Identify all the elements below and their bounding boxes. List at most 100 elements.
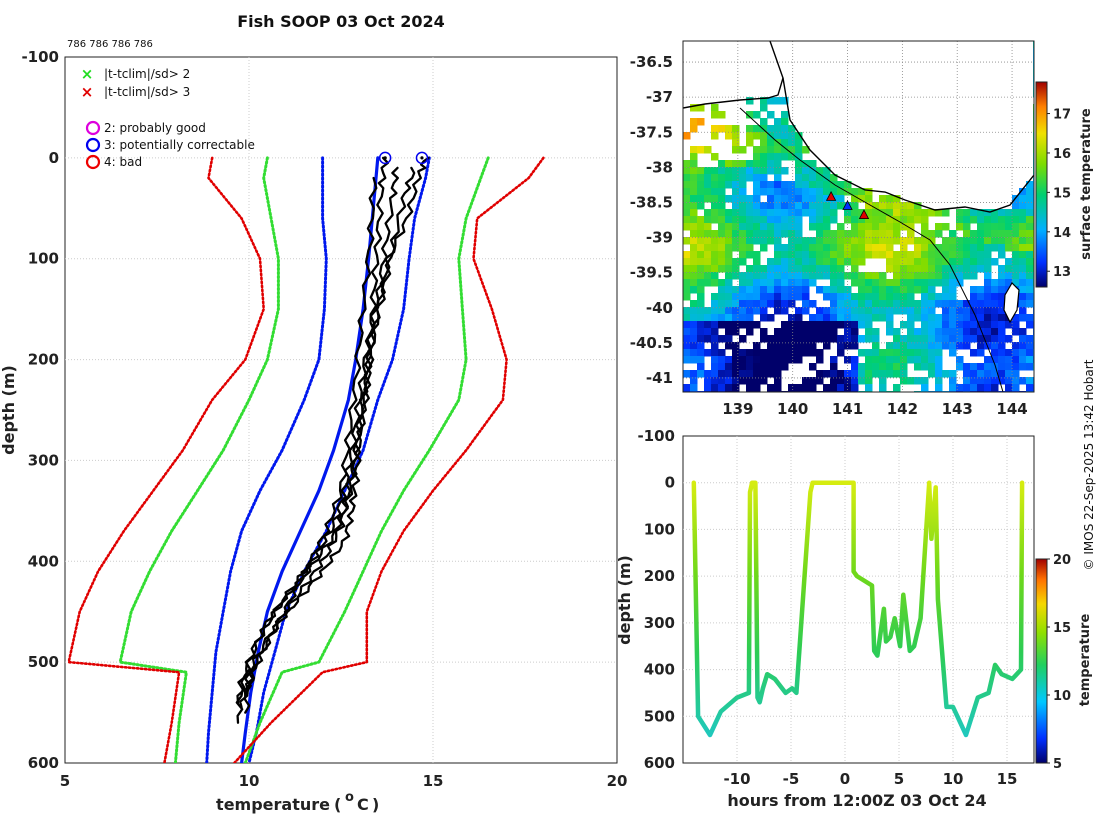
sst-cell	[753, 209, 761, 217]
profile-grid	[65, 57, 617, 763]
legend-outlier-3sd: |t-tclim|/sd> 3	[104, 85, 190, 99]
sst-cell	[760, 307, 768, 315]
sst-cell	[753, 237, 761, 245]
sst-cell	[991, 384, 999, 392]
sst-cell	[977, 251, 985, 259]
sst-cell	[984, 279, 992, 287]
sst-cell	[830, 314, 838, 322]
sst-cell	[725, 181, 733, 189]
sst-cell	[795, 356, 803, 364]
sst-cell	[977, 328, 985, 336]
map-frame	[682, 40, 1035, 393]
sst-cell	[809, 300, 817, 308]
sst-cell	[774, 307, 782, 315]
sst-cell	[739, 370, 747, 378]
sst-cell	[767, 356, 775, 364]
sst-cell	[718, 202, 726, 210]
sst-cell	[753, 370, 761, 378]
sst-cell	[781, 279, 789, 287]
sst-cell	[823, 223, 831, 231]
sst-cell	[1019, 237, 1027, 245]
sst-cell	[830, 307, 838, 315]
map-y-tick: -40.5	[630, 334, 673, 352]
sst-cell	[809, 384, 817, 392]
sst-cell	[718, 181, 726, 189]
sst-cell	[816, 202, 824, 210]
sst-cell	[886, 279, 894, 287]
sst-cell	[949, 272, 957, 280]
sst-cell	[760, 363, 768, 371]
sst-cell	[907, 293, 915, 301]
sst-cell	[1026, 279, 1034, 287]
sst-cell	[725, 230, 733, 238]
sst-cell	[760, 300, 768, 308]
sst-cell	[746, 314, 754, 322]
sst-cell	[998, 279, 1006, 287]
sst-cell	[956, 356, 964, 364]
sst-cell	[718, 314, 726, 322]
sst-cell	[788, 279, 796, 287]
sst-cell	[837, 384, 845, 392]
sst-cell	[718, 307, 726, 315]
sst-cell	[697, 363, 705, 371]
sst-cell	[963, 363, 971, 371]
sst-cell	[949, 335, 957, 343]
sst-cell	[1012, 244, 1020, 252]
sst-cell	[893, 363, 901, 371]
sst-cell	[690, 265, 698, 273]
sst-cell	[984, 265, 992, 273]
sst-cell	[893, 356, 901, 364]
sst-cell	[900, 251, 908, 259]
sst-cell	[1005, 349, 1013, 357]
sst-cell	[823, 342, 831, 350]
sst-cell	[872, 300, 880, 308]
sst-cell	[683, 272, 691, 280]
sst-cell	[949, 293, 957, 301]
sst-cell	[949, 377, 957, 385]
sst-cell	[746, 237, 754, 245]
sst-cell	[844, 237, 852, 245]
sst-cell	[725, 195, 733, 203]
sst-cell	[830, 384, 838, 392]
sst-cell	[683, 307, 691, 315]
sst-cell	[949, 258, 957, 266]
sst-cell	[809, 349, 817, 357]
sst-cell	[956, 237, 964, 245]
sst-cell	[865, 237, 873, 245]
sst-cell	[802, 377, 810, 385]
map-y-tick: -37.5	[630, 123, 673, 141]
sst-cell	[851, 363, 859, 371]
sst-cell	[949, 230, 957, 238]
sst-cell	[921, 272, 929, 280]
sst-cell	[837, 230, 845, 238]
sst-cell	[914, 209, 922, 217]
sst-cell	[907, 300, 915, 308]
sst-cell	[816, 195, 824, 203]
sst-cell	[998, 370, 1006, 378]
sst-cell	[851, 328, 859, 336]
sst-cell	[851, 279, 859, 287]
sst-cell	[998, 286, 1006, 294]
sst-cell	[865, 349, 873, 357]
sst-cell	[774, 377, 782, 385]
sst-cell	[767, 237, 775, 245]
sst-cell	[795, 195, 803, 203]
sst-cell	[914, 356, 922, 364]
sst-cell	[753, 293, 761, 301]
sst-cell	[921, 251, 929, 259]
sst-cell	[809, 237, 817, 245]
map-y-tick: -38.5	[630, 193, 673, 211]
sst-cell	[767, 286, 775, 294]
sst-cell	[739, 307, 747, 315]
section-y-tick: 0	[665, 474, 675, 492]
sst-cell	[956, 244, 964, 252]
sst-cell	[830, 272, 838, 280]
sst-cell	[1026, 202, 1034, 210]
sst-cell	[984, 272, 992, 280]
sst-cell	[1005, 244, 1013, 252]
sst-cell	[697, 167, 705, 175]
sst-cell	[837, 265, 845, 273]
sst-cell	[732, 167, 740, 175]
sst-cell	[795, 258, 803, 266]
sst-cell	[893, 286, 901, 294]
